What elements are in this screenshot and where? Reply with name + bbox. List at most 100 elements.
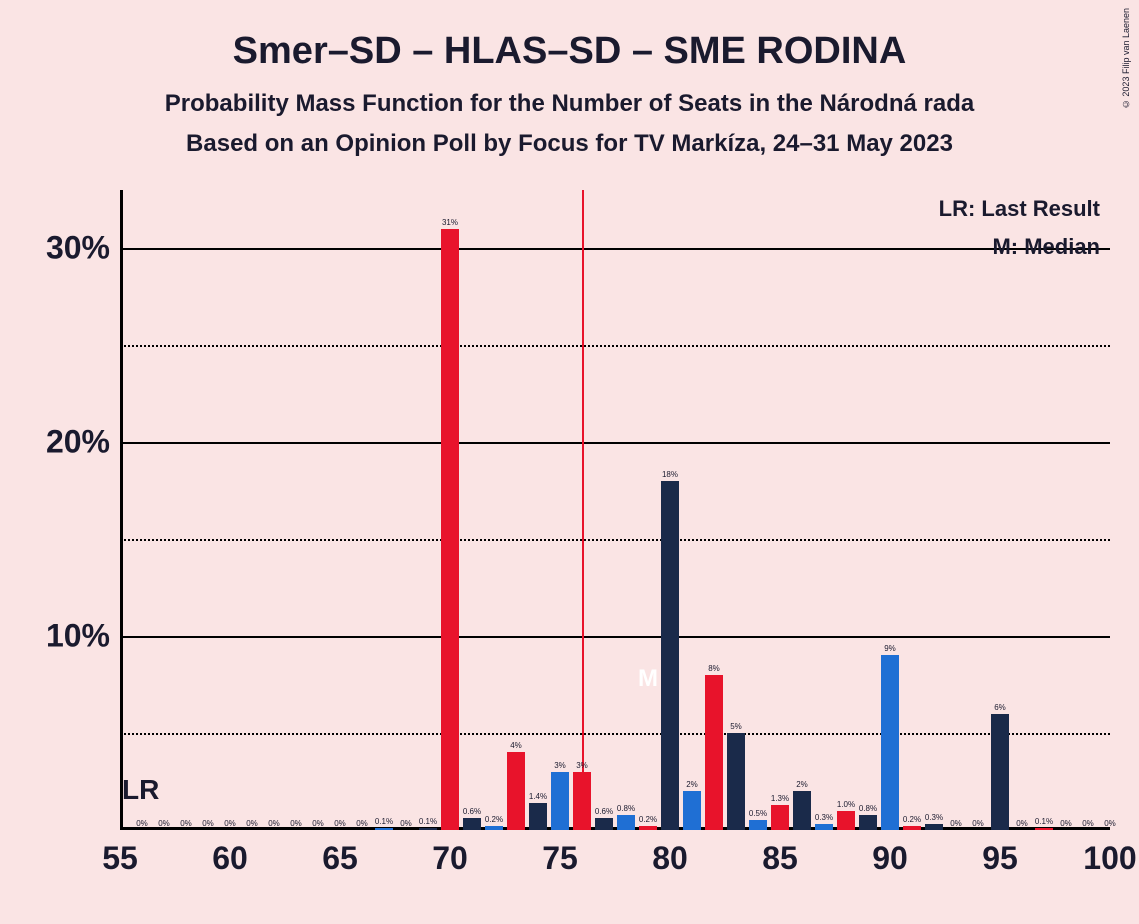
x-axis-label: 55 <box>102 840 138 877</box>
bar-value-label: 0% <box>202 819 214 828</box>
bar-value-label: 0% <box>290 819 302 828</box>
bar: 3% <box>551 772 570 830</box>
bar: 0.5% <box>749 820 768 830</box>
bar-value-label: 3% <box>576 761 588 770</box>
bar: 0.1% <box>1035 828 1054 830</box>
legend-last-result: LR: Last Result <box>939 196 1100 222</box>
bar: 31% <box>441 229 460 830</box>
x-axis-label: 95 <box>982 840 1018 877</box>
median-line <box>582 190 584 830</box>
bar-value-label: 0.8% <box>859 804 877 813</box>
bar-value-label: 0.2% <box>639 815 657 824</box>
bar: 0.8% <box>859 815 878 831</box>
bar: 0.2% <box>639 826 658 830</box>
bar-value-label: 0% <box>356 819 368 828</box>
bar: 6% <box>991 714 1010 830</box>
bar-value-label: 3% <box>554 761 566 770</box>
chart-subtitle-2: Based on an Opinion Poll by Focus for TV… <box>0 130 1139 158</box>
bar-value-label: 0.3% <box>815 813 833 822</box>
bar-value-label: 5% <box>730 722 742 731</box>
bar: 0.3% <box>815 824 834 830</box>
bar: 0.6% <box>595 818 614 830</box>
x-axis-label: 60 <box>212 840 248 877</box>
bar: 0.3% <box>925 824 944 830</box>
bar-value-label: 8% <box>708 664 720 673</box>
bar-value-label: 0% <box>972 819 984 828</box>
bar-value-label: 0% <box>334 819 346 828</box>
bar: 1.3% <box>771 805 790 830</box>
bar: 0.1% <box>375 828 394 830</box>
gridline-major <box>120 636 1110 638</box>
bar-value-label: 9% <box>884 644 896 653</box>
bar: 5% <box>727 733 746 830</box>
bar-value-label: 0.1% <box>419 817 437 826</box>
bar: 1.4% <box>529 803 548 830</box>
chart-subtitle-1: Probability Mass Function for the Number… <box>0 90 1139 118</box>
bar-value-label: 0% <box>180 819 192 828</box>
bar-value-label: 0% <box>158 819 170 828</box>
gridline-minor <box>120 733 1110 735</box>
bar-value-label: 18% <box>662 470 678 479</box>
x-axis-label: 80 <box>652 840 688 877</box>
bar-value-label: 0% <box>1082 819 1094 828</box>
x-axis-label: 70 <box>432 840 468 877</box>
bar: 3% <box>573 772 592 830</box>
bar: 8% <box>705 675 724 830</box>
gridline-minor <box>120 345 1110 347</box>
bar-value-label: 0% <box>950 819 962 828</box>
chart-title: Smer–SD – HLAS–SD – SME RODINA <box>0 30 1139 73</box>
median-marker: M <box>638 665 658 693</box>
bar-value-label: 1.0% <box>837 800 855 809</box>
bar: 2% <box>793 791 812 830</box>
bar-value-label: 0% <box>1104 819 1116 828</box>
bar-value-label: 31% <box>442 218 458 227</box>
bar-value-label: 6% <box>994 703 1006 712</box>
bar-value-label: 0.6% <box>595 807 613 816</box>
y-axis-label: 30% <box>46 230 110 267</box>
bar-value-label: 0% <box>312 819 324 828</box>
bar-value-label: 0.1% <box>375 817 393 826</box>
y-axis-label: 10% <box>46 618 110 655</box>
bar-value-label: 0.8% <box>617 804 635 813</box>
copyright-text: © 2023 Filip van Laenen <box>1121 8 1131 109</box>
bar-value-label: 0% <box>1060 819 1072 828</box>
bar-value-label: 0.2% <box>485 815 503 824</box>
bar-value-label: 0.1% <box>1035 817 1053 826</box>
legend-median: M: Median <box>992 234 1100 260</box>
bar-value-label: 0.6% <box>463 807 481 816</box>
bar: 2% <box>683 791 702 830</box>
x-axis-label: 100 <box>1083 840 1136 877</box>
bar-value-label: 0% <box>268 819 280 828</box>
bar: 0.2% <box>485 826 504 830</box>
bar: 1.0% <box>837 811 856 830</box>
bar-value-label: 4% <box>510 741 522 750</box>
x-axis-label: 85 <box>762 840 798 877</box>
bar-value-label: 1.3% <box>771 794 789 803</box>
gridline-major <box>120 442 1110 444</box>
bar: 4% <box>507 752 526 830</box>
bar-value-label: 2% <box>796 780 808 789</box>
gridline-minor <box>120 539 1110 541</box>
last-result-marker: LR <box>122 774 159 806</box>
chart-plot-area: 10%20%30% 556065707580859095100 0%0%0%0%… <box>120 190 1110 830</box>
bar: 0.2% <box>903 826 922 830</box>
x-axis-label: 90 <box>872 840 908 877</box>
bar: 18% <box>661 481 680 830</box>
bar-value-label: 0.2% <box>903 815 921 824</box>
bar: 0.1% <box>419 828 438 830</box>
bar: 9% <box>881 655 900 830</box>
x-axis-label: 65 <box>322 840 358 877</box>
bar-value-label: 0% <box>246 819 258 828</box>
bar-value-label: 0.3% <box>925 813 943 822</box>
bar-value-label: 0.5% <box>749 809 767 818</box>
bar-value-label: 0% <box>1016 819 1028 828</box>
bar-value-label: 0% <box>224 819 236 828</box>
bar: 0.6% <box>463 818 482 830</box>
bar-value-label: 2% <box>686 780 698 789</box>
bar-value-label: 0% <box>136 819 148 828</box>
bar: 0.8% <box>617 815 636 831</box>
bar-value-label: 1.4% <box>529 792 547 801</box>
y-axis-label: 20% <box>46 424 110 461</box>
bar-value-label: 0% <box>400 819 412 828</box>
x-axis-label: 75 <box>542 840 578 877</box>
